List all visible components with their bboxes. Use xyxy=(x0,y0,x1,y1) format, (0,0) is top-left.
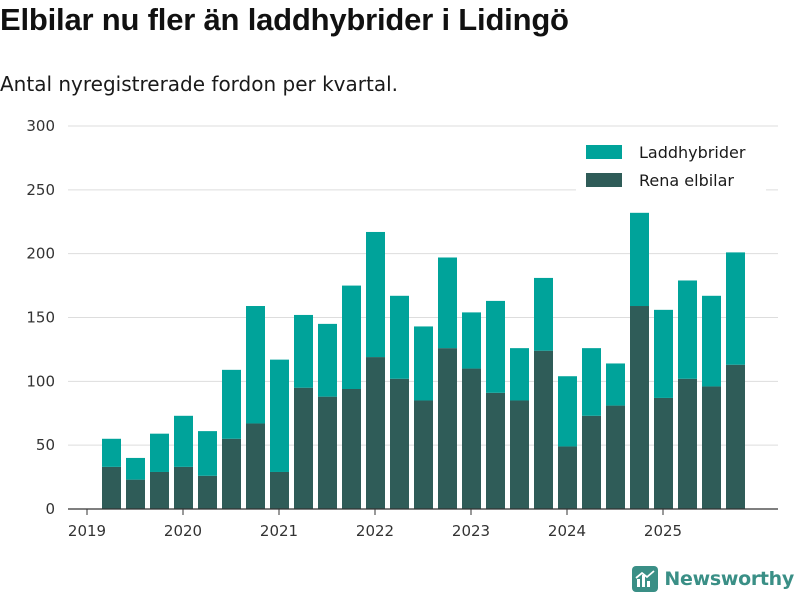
bar-rena-elbilar-2021-q1 xyxy=(270,471,289,509)
bar-laddhybrider-2024-q1 xyxy=(558,376,577,447)
bar-laddhybrider-2023-q3 xyxy=(510,348,529,401)
y-tick-label-100: 100 xyxy=(26,372,55,390)
chart-title: Elbilar nu fler än laddhybrider i Liding… xyxy=(0,2,569,37)
bar-rena-elbilar-2023-q1 xyxy=(462,368,481,509)
bar-laddhybrider-2025-q4 xyxy=(726,252,745,365)
bar-rena-elbilar-2022-q1 xyxy=(366,357,385,509)
bars xyxy=(102,212,745,509)
bar-laddhybrider-2023-q2 xyxy=(486,300,505,393)
bar-laddhybrider-2022-q3 xyxy=(414,326,433,401)
bar-laddhybrider-2024-q3 xyxy=(606,363,625,406)
y-tick-label-300: 300 xyxy=(26,117,55,135)
bar-rena-elbilar-2024-q1 xyxy=(558,446,577,509)
bar-rena-elbilar-2019-q4 xyxy=(150,471,169,509)
bar-rena-elbilar-2021-q2 xyxy=(294,387,313,509)
bar-rena-elbilar-2022-q4 xyxy=(438,348,457,509)
legend-label-rena-elbilar: Rena elbilar xyxy=(639,171,734,190)
bar-rena-elbilar-2023-q4 xyxy=(534,350,553,509)
y-tick-label-200: 200 xyxy=(26,245,55,263)
x-tick-label-2022: 2022 xyxy=(356,522,394,540)
bar-laddhybrider-2023-q4 xyxy=(534,277,553,351)
bar-laddhybrider-2021-q2 xyxy=(294,314,313,388)
bar-rena-elbilar-2025-q3 xyxy=(702,386,721,509)
y-tick-label-250: 250 xyxy=(26,181,55,199)
bar-laddhybrider-2021-q3 xyxy=(318,323,337,397)
legend-swatch-rena-elbilar xyxy=(586,173,622,187)
bar-rena-elbilar-2019-q3 xyxy=(126,479,145,509)
bar-rena-elbilar-2020-q3 xyxy=(222,438,241,509)
bar-laddhybrider-2023-q1 xyxy=(462,312,481,369)
x-tick-label-2021: 2021 xyxy=(260,522,298,540)
bar-rena-elbilar-2022-q3 xyxy=(414,400,433,509)
legend-swatch-laddhybrider xyxy=(586,145,622,159)
newsworthy-icon xyxy=(632,566,659,592)
bar-rena-elbilar-2023-q3 xyxy=(510,400,529,509)
bar-laddhybrider-2025-q2 xyxy=(678,280,697,379)
bar-laddhybrider-2021-q1 xyxy=(270,359,289,472)
bar-laddhybrider-2025-q3 xyxy=(702,295,721,387)
bar-rena-elbilar-2024-q2 xyxy=(582,415,601,509)
bar-rena-elbilar-2025-q1 xyxy=(654,397,673,509)
bar-rena-elbilar-2025-q2 xyxy=(678,378,697,509)
brand-name: Newsworthy xyxy=(664,568,794,590)
x-tick-label-2023: 2023 xyxy=(452,522,490,540)
axes: 0 50 100 150 200 250 300 2019 2020 2021 2022 2023 20… xyxy=(26,117,778,540)
legend-label-laddhybrider: Laddhybrider xyxy=(639,143,746,162)
bar-rena-elbilar-2020-q1 xyxy=(174,466,193,509)
bar-rena-elbilar-2020-q2 xyxy=(198,475,217,509)
bar-laddhybrider-2022-q2 xyxy=(390,295,409,379)
bar-laddhybrider-2019-q3 xyxy=(126,457,145,480)
bar-laddhybrider-2021-q4 xyxy=(342,285,361,389)
bar-laddhybrider-2025-q1 xyxy=(654,309,673,398)
y-tick-label-50: 50 xyxy=(36,436,55,454)
bar-laddhybrider-2020-q2 xyxy=(198,431,217,476)
bar-laddhybrider-2020-q4 xyxy=(246,306,265,424)
bar-laddhybrider-2022-q4 xyxy=(438,257,457,349)
bar-laddhybrider-2019-q2 xyxy=(102,438,121,467)
bar-rena-elbilar-2021-q4 xyxy=(342,388,361,509)
x-tick-label-2025: 2025 xyxy=(644,522,682,540)
bar-laddhybrider-2020-q1 xyxy=(174,415,193,467)
y-tick-label-0: 0 xyxy=(45,500,55,518)
legend: Laddhybrider Rena elbilar xyxy=(576,138,766,194)
bar-laddhybrider-2024-q4 xyxy=(630,212,649,307)
chart-subtitle: Antal nyregistrerade fordon per kvartal. xyxy=(0,72,399,96)
bar-rena-elbilar-2024-q4 xyxy=(630,306,649,509)
bar-laddhybrider-2024-q2 xyxy=(582,348,601,416)
bar-rena-elbilar-2025-q4 xyxy=(726,364,745,509)
x-tick-label-2019: 2019 xyxy=(68,522,106,540)
bar-rena-elbilar-2019-q2 xyxy=(102,466,121,509)
brand-logo: Newsworthy xyxy=(632,566,794,592)
x-tick-label-2020: 2020 xyxy=(164,522,202,540)
bar-laddhybrider-2019-q4 xyxy=(150,433,169,472)
x-tick-label-2024: 2024 xyxy=(548,522,586,540)
bar-laddhybrider-2022-q1 xyxy=(366,231,385,358)
bar-rena-elbilar-2020-q4 xyxy=(246,423,265,509)
bar-rena-elbilar-2024-q3 xyxy=(606,405,625,509)
bar-rena-elbilar-2023-q2 xyxy=(486,392,505,509)
bar-rena-elbilar-2021-q3 xyxy=(318,396,337,509)
bar-laddhybrider-2020-q3 xyxy=(222,369,241,439)
bar-rena-elbilar-2022-q2 xyxy=(390,378,409,509)
y-tick-label-150: 150 xyxy=(26,309,55,327)
